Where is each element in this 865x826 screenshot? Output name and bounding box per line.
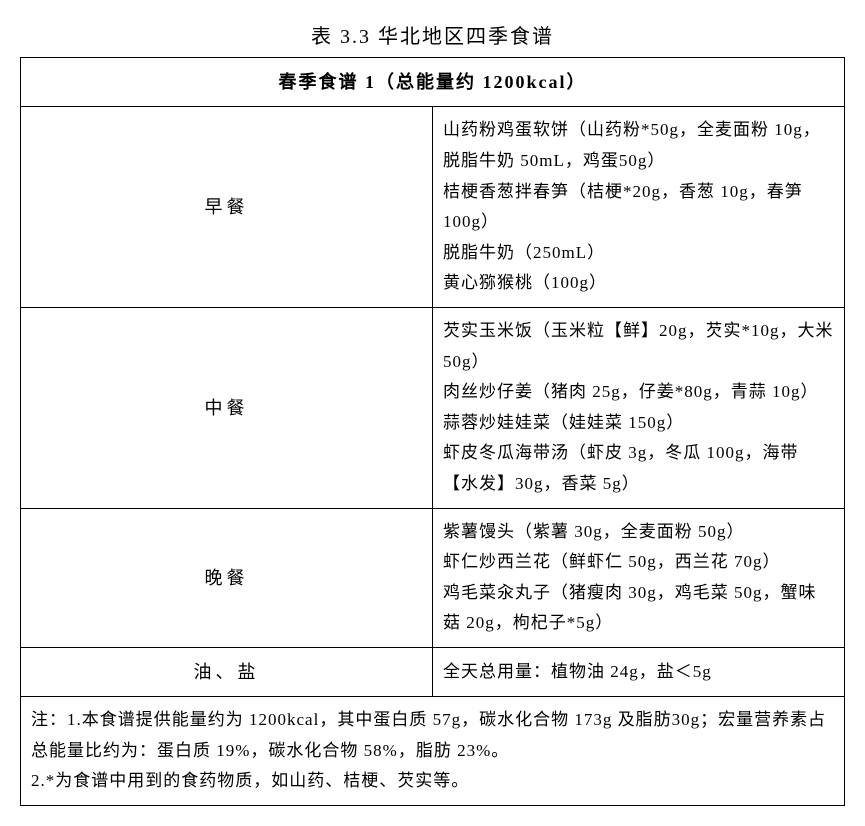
- table-title: 表 3.3 华北地区四季食谱: [20, 20, 845, 49]
- meal-content-breakfast: 山药粉鸡蛋软饼（山药粉*50g，全麦面粉 10g，脱脂牛奶 50mL，鸡蛋50g…: [433, 107, 845, 308]
- breakfast-line: 桔梗香葱拌春笋（桔梗*20g，香葱 10g，春笋 100g）: [443, 177, 834, 238]
- meal-label-dinner: 晚餐: [21, 508, 433, 647]
- breakfast-line: 山药粉鸡蛋软饼（山药粉*50g，全麦面粉 10g，脱脂牛奶 50mL，鸡蛋50g…: [443, 115, 834, 176]
- oil-salt-label: 油、盐: [21, 647, 433, 696]
- lunch-line: 虾皮冬瓜海带汤（虾皮 3g，冬瓜 100g，海带【水发】30g，香菜 5g）: [443, 438, 834, 499]
- breakfast-line: 黄心猕猴桃（100g）: [443, 268, 834, 299]
- dinner-line: 虾仁炒西兰花（鲜虾仁 50g，西兰花 70g）: [443, 547, 834, 578]
- lunch-line: 芡实玉米饭（玉米粒【鲜】20g，芡实*10g，大米 50g）: [443, 316, 834, 377]
- meal-label-breakfast: 早餐: [21, 107, 433, 308]
- meal-row-lunch: 中餐 芡实玉米饭（玉米粒【鲜】20g，芡实*10g，大米 50g） 肉丝炒仔姜（…: [21, 307, 845, 508]
- meal-row-breakfast: 早餐 山药粉鸡蛋软饼（山药粉*50g，全麦面粉 10g，脱脂牛奶 50mL，鸡蛋…: [21, 107, 845, 308]
- lunch-line: 肉丝炒仔姜（猪肉 25g，仔姜*80g，青蒜 10g）: [443, 377, 834, 408]
- notes-cell: 注：1.本食谱提供能量约为 1200kcal，其中蛋白质 57g，碳水化合物 1…: [21, 697, 845, 806]
- notes-row: 注：1.本食谱提供能量约为 1200kcal，其中蛋白质 57g，碳水化合物 1…: [21, 697, 845, 806]
- breakfast-line: 脱脂牛奶（250mL）: [443, 238, 834, 269]
- meal-content-dinner: 紫薯馒头（紫薯 30g，全麦面粉 50g） 虾仁炒西兰花（鲜虾仁 50g，西兰花…: [433, 508, 845, 647]
- note-line: 2.*为食谱中用到的食药物质，如山药、桔梗、芡实等。: [31, 766, 834, 797]
- meal-label-lunch: 中餐: [21, 307, 433, 508]
- dinner-line: 鸡毛菜汆丸子（猪瘦肉 30g，鸡毛菜 50g，蟹味菇 20g，枸杞子*5g）: [443, 578, 834, 639]
- note-line: 注：1.本食谱提供能量约为 1200kcal，其中蛋白质 57g，碳水化合物 1…: [31, 705, 834, 766]
- oil-salt-content: 全天总用量：植物油 24g，盐＜5g: [433, 647, 845, 696]
- lunch-line: 蒜蓉炒娃娃菜（娃娃菜 150g）: [443, 408, 834, 439]
- recipe-table: 春季食谱 1（总能量约 1200kcal） 早餐 山药粉鸡蛋软饼（山药粉*50g…: [20, 57, 845, 806]
- oil-salt-row: 油、盐 全天总用量：植物油 24g，盐＜5g: [21, 647, 845, 696]
- header-cell: 春季食谱 1（总能量约 1200kcal）: [21, 58, 845, 107]
- meal-content-lunch: 芡实玉米饭（玉米粒【鲜】20g，芡实*10g，大米 50g） 肉丝炒仔姜（猪肉 …: [433, 307, 845, 508]
- dinner-line: 紫薯馒头（紫薯 30g，全麦面粉 50g）: [443, 517, 834, 548]
- meal-row-dinner: 晚餐 紫薯馒头（紫薯 30g，全麦面粉 50g） 虾仁炒西兰花（鲜虾仁 50g，…: [21, 508, 845, 647]
- header-row: 春季食谱 1（总能量约 1200kcal）: [21, 58, 845, 107]
